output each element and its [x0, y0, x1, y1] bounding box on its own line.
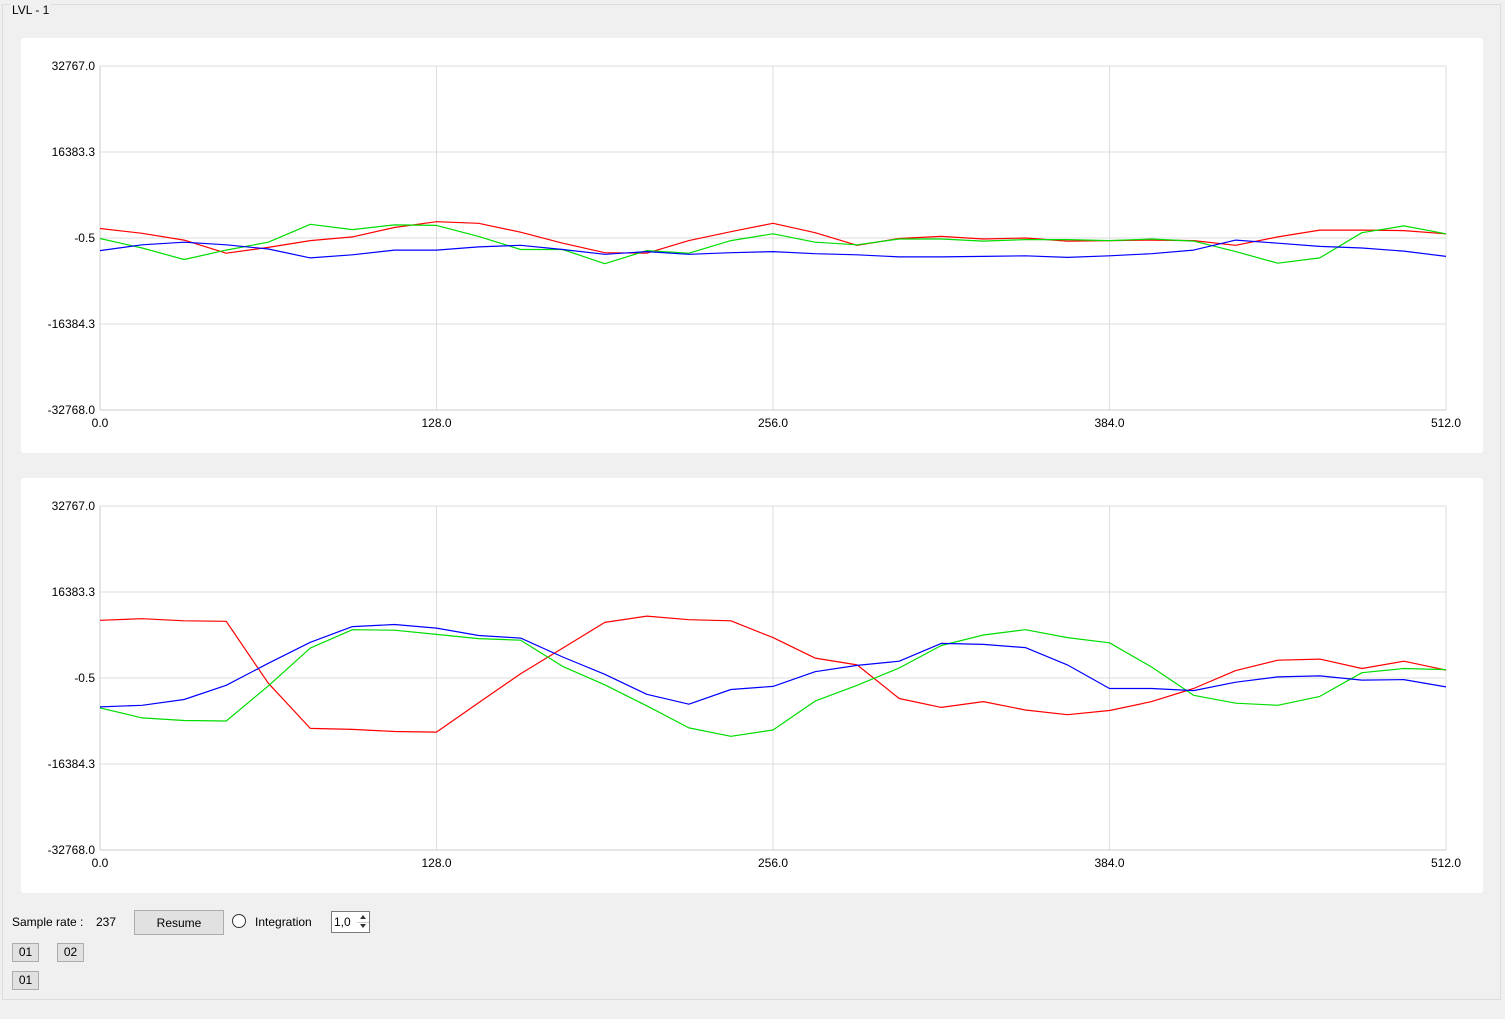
y-tick-label: 16383.3	[52, 585, 96, 599]
chart-panel-top: 32767.0 16383.3 -0.5 -16384.3 -32768.0 0.0 128…	[21, 38, 1483, 453]
channel-button-01[interactable]: 01	[12, 943, 39, 962]
x-tick-label: 512.0	[1431, 856, 1461, 870]
x-tick-label: 384.0	[1094, 856, 1124, 870]
integration-label: Integration	[255, 915, 312, 929]
chart-panel-bottom: 32767.0 16383.3 -0.5 -16384.3 -32768.0 0.0 128…	[21, 478, 1483, 893]
level-group-box	[2, 4, 1501, 1000]
x-tick-label: 256.0	[758, 416, 788, 430]
channel-button-01-second[interactable]: 01	[12, 971, 39, 990]
integration-radio[interactable]	[232, 914, 246, 928]
sample-rate-value: 237	[96, 915, 117, 929]
y-tick-label: -32768.0	[48, 843, 96, 857]
y-tick-label: 32767.0	[52, 59, 96, 73]
x-tick-label: 128.0	[421, 416, 451, 430]
x-tick-label: 256.0	[758, 856, 788, 870]
y-tick-label: 16383.3	[52, 145, 96, 159]
y-tick-label: -0.5	[74, 671, 95, 685]
series-line-2	[99, 223, 1447, 265]
spin-down-button[interactable]	[357, 922, 369, 932]
x-tick-label: 0.0	[92, 416, 109, 430]
arrow-down-icon	[360, 924, 366, 928]
spin-up-button[interactable]	[357, 912, 369, 923]
integration-value-input[interactable]	[334, 912, 358, 932]
arrow-up-icon	[360, 915, 366, 919]
x-tick-label: 512.0	[1431, 416, 1461, 430]
group-title: LVL - 1	[10, 3, 52, 17]
series-line-1	[99, 615, 1447, 733]
y-tick-label: 32767.0	[52, 499, 96, 513]
sample-rate-label: Sample rate :	[12, 915, 84, 929]
series-line-2	[99, 629, 1447, 737]
channel-button-02[interactable]: 02	[57, 943, 84, 962]
integration-spinbox[interactable]	[331, 911, 370, 933]
series-line-3	[99, 239, 1447, 259]
line-chart-top: 32767.0 16383.3 -0.5 -16384.3 -32768.00.0 128…	[48, 59, 1462, 430]
series-line-3	[99, 623, 1447, 708]
resume-button[interactable]: Resume	[134, 910, 224, 935]
x-tick-label: 128.0	[421, 856, 451, 870]
y-tick-label: -16384.3	[48, 757, 96, 771]
x-tick-label: 0.0	[92, 856, 109, 870]
y-tick-label: -0.5	[74, 231, 95, 245]
y-tick-label: -16384.3	[48, 317, 96, 331]
x-tick-label: 384.0	[1094, 416, 1124, 430]
y-tick-label: -32768.0	[48, 403, 96, 417]
line-chart-bottom: 32767.0 16383.3 -0.5 -16384.3 -32768.00.0 128…	[48, 499, 1462, 870]
